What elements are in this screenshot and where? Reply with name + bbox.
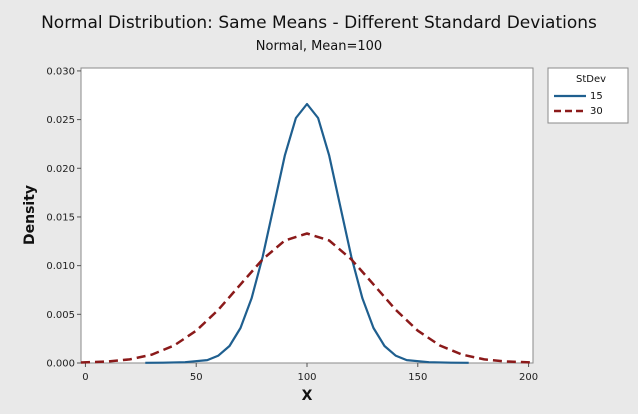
y-tick-label: 0.010 xyxy=(46,261,75,272)
x-tick-label: 200 xyxy=(519,372,538,383)
x-tick-label: 150 xyxy=(408,372,427,383)
x-axis-ticks: 0 50 100 150 200 xyxy=(82,363,538,383)
plot-area xyxy=(80,67,534,364)
legend-title: StDev xyxy=(576,74,606,85)
y-tick-label: 0.005 xyxy=(46,310,75,321)
y-tick-label: 0.015 xyxy=(46,212,75,223)
y-tick-label: 0.030 xyxy=(46,66,75,77)
x-tick-label: 0 xyxy=(82,372,88,383)
y-tick-label: 0.020 xyxy=(46,164,75,175)
y-axis-ticks: 0.000 0.005 0.010 0.015 0.020 0.025 0.030 xyxy=(46,66,81,370)
chart-title: Normal Distribution: Same Means - Differ… xyxy=(41,13,597,33)
y-tick-label: 0.025 xyxy=(46,115,75,126)
series-line-stdev-30 xyxy=(80,232,534,364)
y-tick-label: 0.000 xyxy=(46,359,75,370)
x-tick-label: 100 xyxy=(297,372,316,383)
legend-label-stdev-15: 15 xyxy=(590,91,603,102)
series-line-stdev-15 xyxy=(145,102,469,364)
x-axis-label: X xyxy=(302,388,313,404)
legend-label-stdev-30: 30 xyxy=(590,106,603,117)
x-tick-label: 50 xyxy=(190,372,203,383)
y-axis-label: Density xyxy=(22,185,38,245)
legend: StDev 15 30 xyxy=(547,67,629,124)
chart-subtitle: Normal, Mean=100 xyxy=(256,39,382,54)
series-layer xyxy=(80,102,534,364)
